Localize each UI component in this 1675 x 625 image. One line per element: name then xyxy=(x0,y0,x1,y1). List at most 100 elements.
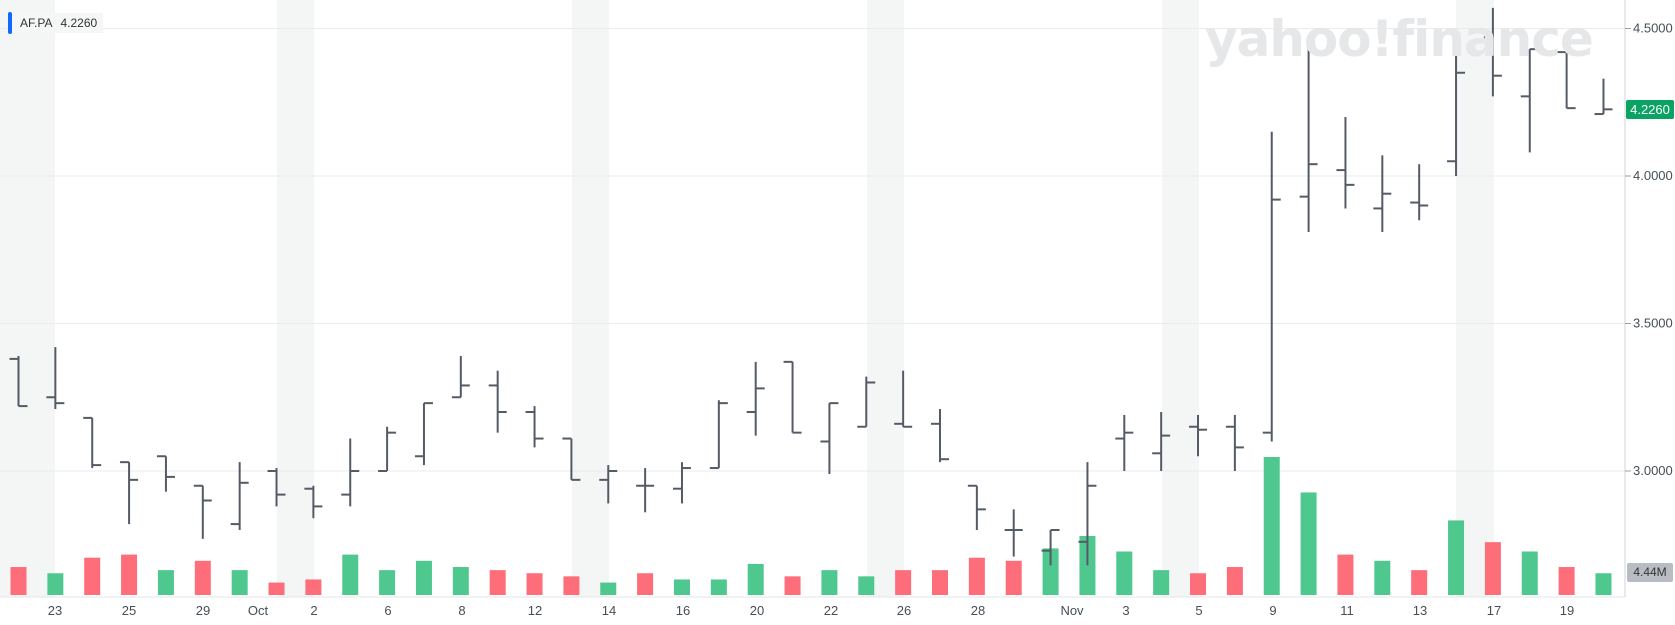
volume-bar xyxy=(673,579,690,595)
x-tick-label: 9 xyxy=(1269,603,1276,618)
x-tick-label: 14 xyxy=(602,603,616,618)
x-tick-label: 20 xyxy=(750,603,764,618)
volume-bar xyxy=(526,573,543,595)
ohlc-bar xyxy=(1115,414,1134,471)
ohlc-bar xyxy=(599,465,618,504)
x-tick-label: Oct xyxy=(248,603,269,618)
x-tick-label: 28 xyxy=(971,603,985,618)
volume-bar xyxy=(1116,551,1133,595)
band-gap xyxy=(1566,0,1625,597)
ohlc-bar xyxy=(1410,164,1429,221)
legend-symbol: AF.PA xyxy=(20,16,53,30)
ohlc-bar xyxy=(746,361,765,436)
ohlc-bar xyxy=(857,376,876,428)
ohlc-bar xyxy=(1262,131,1281,442)
weekend-bands xyxy=(0,0,1625,597)
band-gap xyxy=(1014,0,1051,597)
ohlc-bar xyxy=(709,400,728,470)
y-tick-label: 4.5000 xyxy=(1633,21,1673,36)
ohlc-bar xyxy=(783,360,802,434)
y-tick-label: 4.0000 xyxy=(1633,168,1673,183)
ohlc-bar xyxy=(1004,509,1023,557)
ohlc-bar xyxy=(230,462,249,530)
y-tick-label: 3.0000 xyxy=(1633,463,1673,478)
volume-bar xyxy=(1411,570,1428,595)
volume-bar xyxy=(1153,570,1170,595)
volume-bar xyxy=(305,579,322,595)
ohlc-bar xyxy=(1336,117,1355,209)
band xyxy=(867,0,904,597)
volume-bar xyxy=(1558,567,1575,595)
ohlc-bar xyxy=(378,426,397,472)
ohlc-bar xyxy=(304,485,323,519)
volume-bar xyxy=(1300,492,1317,595)
y-tick-label: 3.5000 xyxy=(1633,316,1673,331)
ohlc-bar xyxy=(525,406,544,448)
band-gap xyxy=(130,0,203,597)
volume-bar xyxy=(821,570,838,595)
x-tick-label: 3 xyxy=(1122,603,1129,618)
volume-bar xyxy=(858,576,875,595)
volume-bar xyxy=(968,557,985,595)
volume-badge: 4.44M xyxy=(1627,563,1673,582)
ohlc-bar xyxy=(9,355,28,408)
volume-bar xyxy=(1190,573,1207,595)
ohlc-bar xyxy=(120,461,139,525)
legend-accent xyxy=(8,12,12,34)
volume-bar xyxy=(1042,548,1059,595)
band xyxy=(1162,0,1199,597)
ohlc-bar xyxy=(967,484,986,530)
ohlc-bar xyxy=(672,462,691,504)
x-tick-label: 19 xyxy=(1560,603,1574,618)
x-tick-label: 23 xyxy=(48,603,62,618)
band xyxy=(0,0,55,597)
x-tick-label: 25 xyxy=(122,603,136,618)
volume-bar xyxy=(637,573,654,595)
band xyxy=(277,0,314,597)
x-tick-label: 29 xyxy=(196,603,210,618)
x-tick-label: 5 xyxy=(1195,603,1202,618)
ohlc-bar xyxy=(894,370,913,428)
volume-bar xyxy=(489,570,506,595)
volume-bar xyxy=(1484,542,1501,595)
volume-bar xyxy=(1374,560,1391,595)
volume-bar xyxy=(452,567,469,595)
ohlc-bar xyxy=(1189,414,1208,457)
volume-bar xyxy=(84,557,101,595)
ohlc-bars xyxy=(9,7,1613,566)
legend[interactable]: AF.PA 4.2260 xyxy=(8,12,104,34)
ohlc-bar xyxy=(1557,51,1576,110)
band-gap xyxy=(720,0,757,597)
band-gap xyxy=(425,0,462,597)
x-tick-label: 22 xyxy=(824,603,838,618)
volume-bar xyxy=(342,554,359,595)
x-tick-label: 13 xyxy=(1413,603,1427,618)
volume-bar xyxy=(895,570,912,595)
x-tick-label: 26 xyxy=(897,603,911,618)
legend-value: 4.2260 xyxy=(60,16,98,30)
volume-bar xyxy=(710,579,727,595)
volume-bar xyxy=(268,582,285,595)
volume-bar xyxy=(1337,554,1354,595)
ohlc-bar xyxy=(1447,31,1466,176)
volume-bar xyxy=(1595,573,1612,595)
ohlc-bar xyxy=(488,370,507,433)
volume-bar xyxy=(1448,520,1465,595)
ohlc-bar xyxy=(1078,462,1097,566)
volume-bar xyxy=(747,563,764,595)
ohlc-bar xyxy=(636,468,655,513)
ohlc-bar xyxy=(820,402,839,474)
volume-bar xyxy=(1226,567,1243,595)
volume-bar xyxy=(415,560,432,595)
ohlc-bar xyxy=(1373,155,1392,233)
volume-bars xyxy=(10,457,1612,595)
x-tick-label: 11 xyxy=(1340,603,1354,618)
volume-bar xyxy=(157,570,174,595)
y-axis: 3.0000 3.5000 4.0000 4.5000 xyxy=(1624,0,1673,597)
ohlc-bar xyxy=(1225,414,1244,471)
ohlc-bar xyxy=(83,416,102,469)
volume-bar xyxy=(1521,551,1538,595)
x-tick-label: 17 xyxy=(1487,603,1501,618)
ohlc-bar xyxy=(562,437,581,481)
